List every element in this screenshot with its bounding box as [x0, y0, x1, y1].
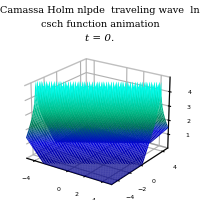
- Text: csch function animation: csch function animation: [41, 20, 159, 29]
- Text: Camassa Holm nlpde  traveling wave  ln: Camassa Holm nlpde traveling wave ln: [0, 6, 200, 15]
- Text: t = 0.: t = 0.: [85, 34, 115, 43]
